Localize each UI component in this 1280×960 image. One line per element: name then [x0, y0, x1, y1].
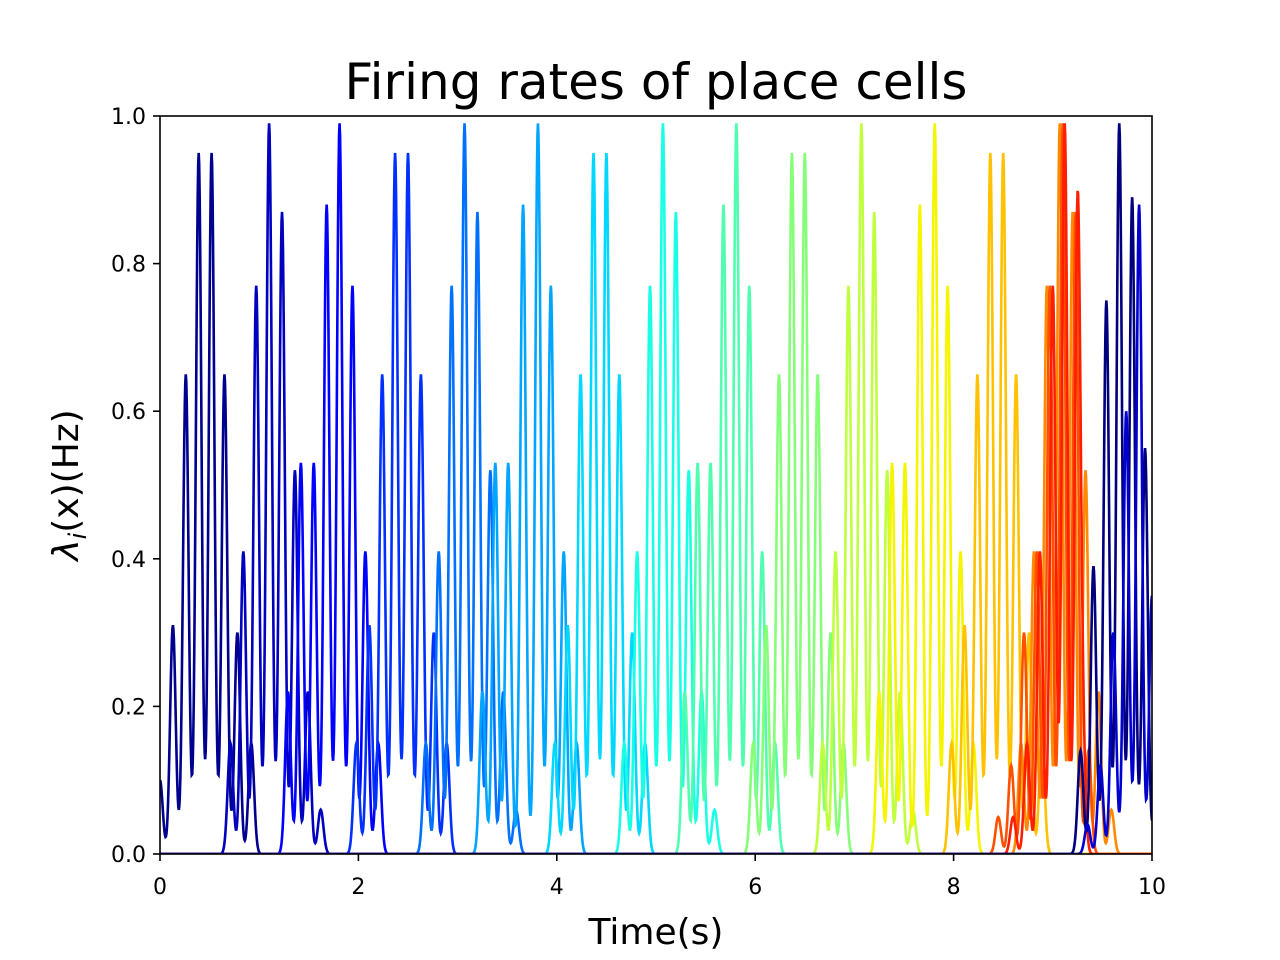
plot-frame [159, 115, 1153, 855]
x-ticks: 0 2 4 6 8 10 [153, 854, 1166, 900]
y-tick-label: 0.6 [111, 400, 146, 425]
y-ticks: 0.0 0.2 0.4 0.6 0.8 1.0 [111, 105, 160, 868]
series-line-1 [160, 123, 1152, 854]
x-axis-label: Time(s) [588, 912, 724, 953]
y-axis-label-lambda: λ [46, 539, 87, 562]
x-tick-label: 10 [1138, 875, 1166, 900]
y-tick-label: 1.0 [111, 105, 146, 130]
y-tick-label: 0.4 [111, 548, 146, 573]
series-line-7 [160, 123, 1152, 854]
y-tick-label: 0.0 [111, 843, 146, 868]
x-tick-label: 6 [748, 875, 762, 900]
x-tick-label: 4 [550, 875, 564, 900]
chart-title: Firing rates of place cells [345, 53, 968, 111]
x-tick-label: 0 [153, 875, 167, 900]
series-line-2 [160, 123, 1152, 854]
y-tick-label: 0.2 [111, 695, 146, 720]
x-tick-label: 8 [947, 875, 961, 900]
series-line-12 [160, 152, 1152, 854]
y-axis-label: λi(x)(Hz) [46, 409, 92, 562]
y-axis-label-subscript: i [64, 532, 92, 539]
y-axis-label-rest: (x)(Hz) [46, 409, 87, 532]
x-tick-label: 2 [351, 875, 365, 900]
y-tick-label: 0.8 [111, 253, 146, 278]
